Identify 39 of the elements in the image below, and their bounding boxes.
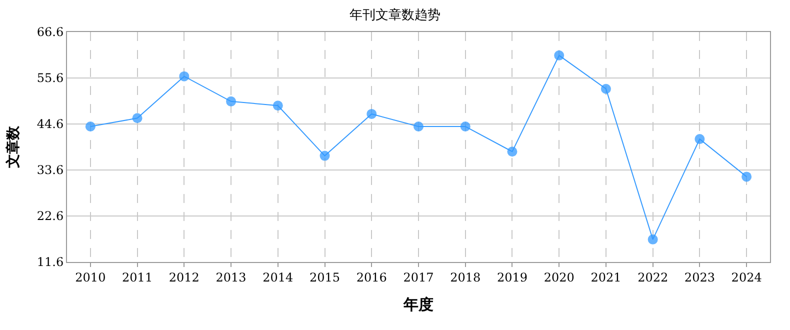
x-tick-label: 2022 [638, 270, 668, 284]
y-tick-label: 22.6 [36, 209, 64, 224]
point [600, 84, 611, 94]
x-tick-label: 2020 [544, 270, 574, 284]
point [85, 122, 96, 132]
x-tick-label: 2013 [216, 270, 246, 284]
point [226, 96, 236, 106]
point [507, 146, 518, 157]
x-tick-label: 2014 [262, 270, 294, 284]
y-tick-label: 55.6 [36, 71, 64, 86]
point [320, 150, 330, 161]
point [179, 71, 190, 82]
x-tick-label: 2021 [590, 270, 622, 284]
x-tick-label: 2019 [496, 270, 528, 284]
point [272, 100, 283, 111]
point [132, 113, 142, 124]
x-tick-label: 2011 [122, 270, 153, 284]
x-tick-label: 2015 [309, 270, 340, 284]
point [460, 122, 470, 132]
y-tick-label: 66.6 [36, 25, 64, 40]
x-tick-label: 2018 [450, 270, 481, 284]
point [742, 172, 752, 182]
point [414, 122, 424, 132]
x-tick-label: 2016 [356, 270, 387, 284]
x-tick-label: 2024 [731, 270, 762, 284]
x-tick-label: 2023 [684, 270, 715, 284]
y-tick-label: 33.6 [36, 163, 64, 178]
chart-title: 年刊文章数趋势 [350, 8, 440, 23]
x-tick-label: 2012 [168, 270, 200, 284]
y-tick-label: 44.6 [36, 117, 64, 132]
x-tick-label: 2017 [403, 270, 434, 284]
point [648, 234, 658, 244]
x-axis-title: 年度 [402, 295, 434, 314]
point [554, 50, 564, 60]
y-axis-title: 文章数 [4, 125, 22, 169]
x-tick-label: 2010 [75, 270, 106, 284]
y-tick-label: 11.6 [36, 255, 64, 270]
point [366, 108, 377, 119]
point [694, 134, 705, 144]
